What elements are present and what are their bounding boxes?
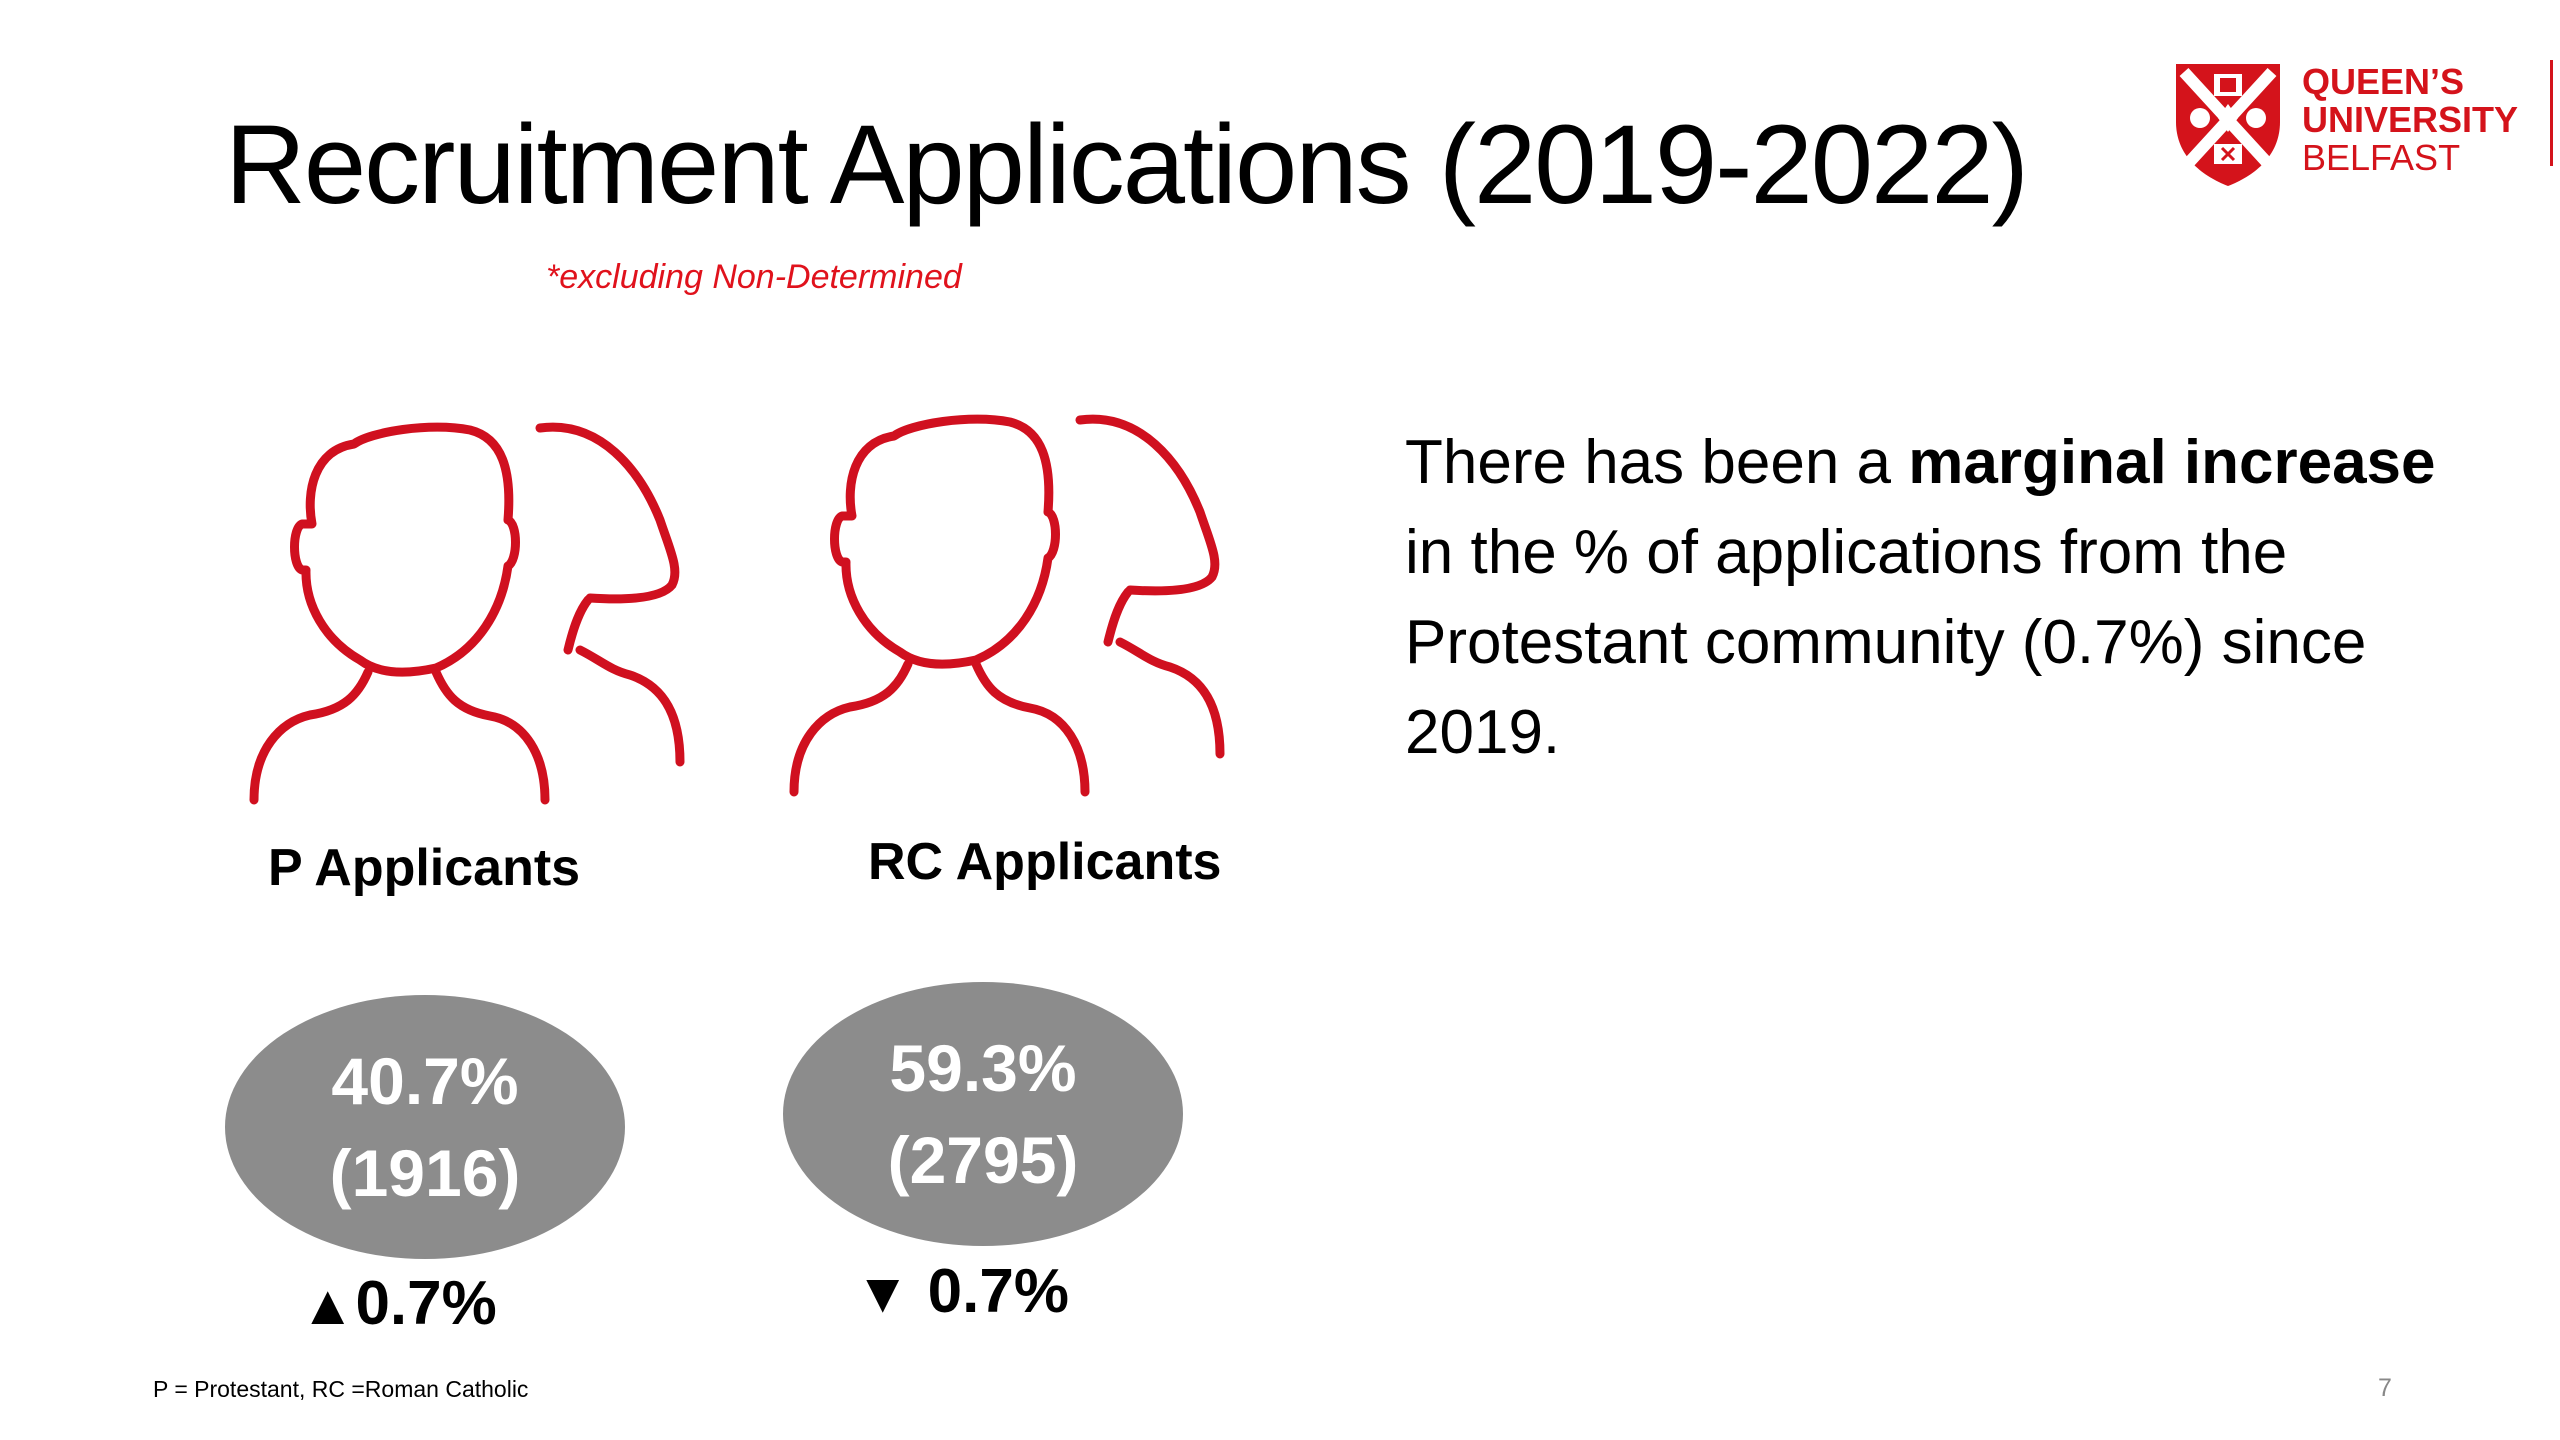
logo-divider	[2550, 60, 2553, 166]
abbreviation-footnote: P = Protestant, RC =Roman Catholic	[153, 1376, 529, 1402]
people-outline-icon	[249, 422, 685, 805]
up-triangle-icon: ▲	[300, 1273, 356, 1336]
rc-change: ▼ 0.7%	[855, 1256, 1069, 1327]
p-applicants-label: P Applicants	[268, 839, 581, 897]
summary-part-1: There has been a	[1405, 428, 1909, 497]
people-outline-icon	[789, 414, 1225, 797]
excluding-note: *excluding Non-Determined	[546, 258, 962, 296]
p-applicants-stat: 40.7% (1916)	[225, 995, 625, 1259]
summary-part-2: in the % of applications from the Protes…	[1405, 518, 2367, 767]
logo-line-3: BELFAST	[2302, 137, 2461, 178]
rc-count: (2795)	[887, 1123, 1079, 1197]
rc-change-value: 0.7%	[927, 1257, 1069, 1326]
rc-percent: 59.3%	[889, 1031, 1077, 1105]
rc-applicants-stat: 59.3% (2795)	[783, 982, 1183, 1246]
summary-text: There has been a marginal increase in th…	[1405, 418, 2455, 778]
page-number: 7	[2378, 1374, 2392, 1402]
rc-applicants-label: RC Applicants	[868, 833, 1222, 891]
university-crest-icon	[2176, 64, 2280, 186]
p-percent: 40.7%	[331, 1044, 519, 1118]
summary-bold: marginal increase	[1908, 428, 2436, 497]
p-count: (1916)	[329, 1136, 521, 1210]
university-logo: QUEEN’S UNIVERSITY BELFAST	[2170, 60, 2560, 190]
p-change: ▲0.7%	[300, 1268, 497, 1339]
p-change-value: 0.7%	[355, 1269, 497, 1338]
logo-line-2: UNIVERSITY	[2302, 99, 2519, 140]
logo-line-1: QUEEN’S	[2302, 61, 2465, 102]
slide-title: Recruitment Applications (2019-2022)	[225, 102, 2029, 227]
down-triangle-icon: ▼	[855, 1261, 911, 1324]
